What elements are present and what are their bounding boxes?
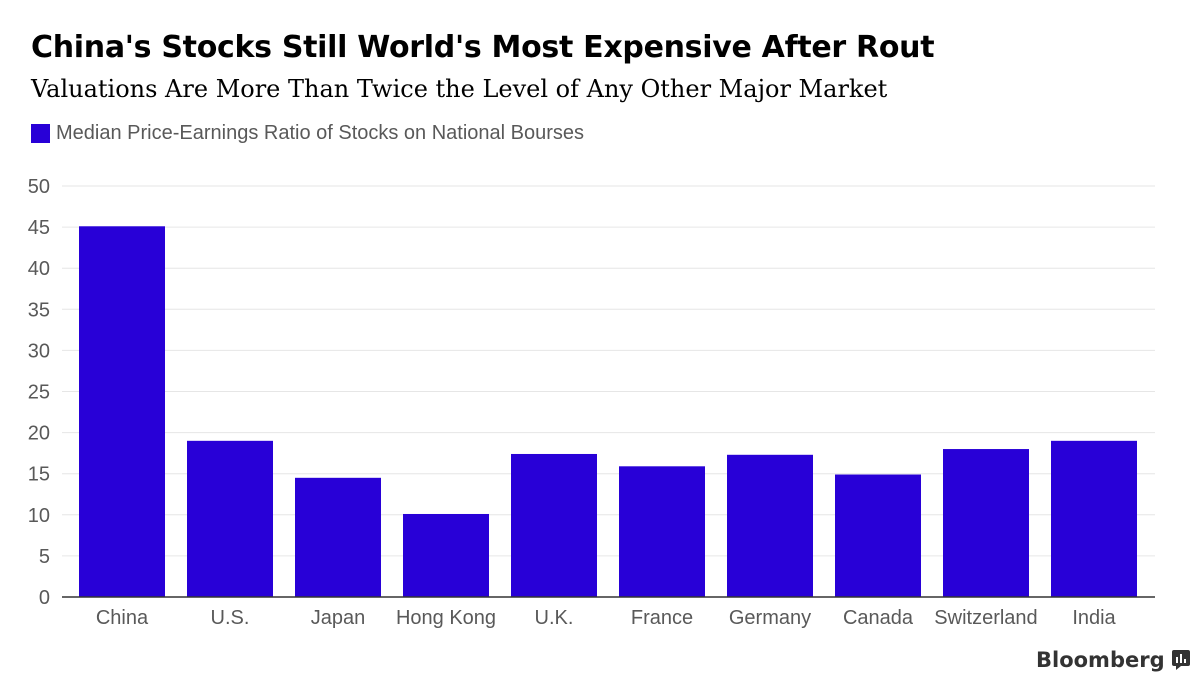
bar [295,477,381,597]
y-tick-label: 35 [28,299,50,321]
bar [619,466,705,597]
y-tick-label: 40 [28,258,50,280]
chart-subtitle: Valuations Are More Than Twice the Level… [31,75,888,103]
x-tick-label: Canada [843,607,914,629]
y-tick-label: 15 [28,464,50,486]
y-tick-label: 20 [28,423,50,445]
bar [943,449,1029,597]
bar [1051,440,1137,597]
legend-swatch [31,124,50,143]
y-tick-label: 30 [28,340,50,362]
bar [727,454,813,597]
bar [79,226,165,597]
x-tick-label: France [631,607,693,629]
x-tick-label: U.K. [535,607,574,629]
legend: Median Price-Earnings Ratio of Stocks on… [31,122,584,145]
x-tick-label: India [1072,607,1116,629]
chart-title: China's Stocks Still World's Most Expens… [31,30,935,65]
y-tick-label: 5 [39,546,50,568]
x-tick-label: China [96,607,149,629]
y-tick-label: 10 [28,505,50,527]
bar [511,453,597,597]
bar [403,513,489,597]
brand-name: Bloomberg [1036,648,1165,672]
y-tick-label: 0 [39,587,50,609]
legend-label: Median Price-Earnings Ratio of Stocks on… [56,122,585,144]
y-tick-label: 25 [28,382,50,404]
bloomberg-chart-icon [1171,650,1190,670]
bar [835,474,921,597]
bloomberg-logo: Bloomberg [1036,648,1190,672]
x-tick-label: Switzerland [934,607,1037,629]
x-tick-label: Hong Kong [396,607,496,629]
bar [187,440,273,597]
x-tick-label: U.S. [211,607,250,629]
x-tick-label: Germany [729,607,811,629]
x-tick-label: Japan [311,607,366,629]
y-tick-label: 50 [28,176,50,198]
y-tick-label: 45 [28,217,50,239]
